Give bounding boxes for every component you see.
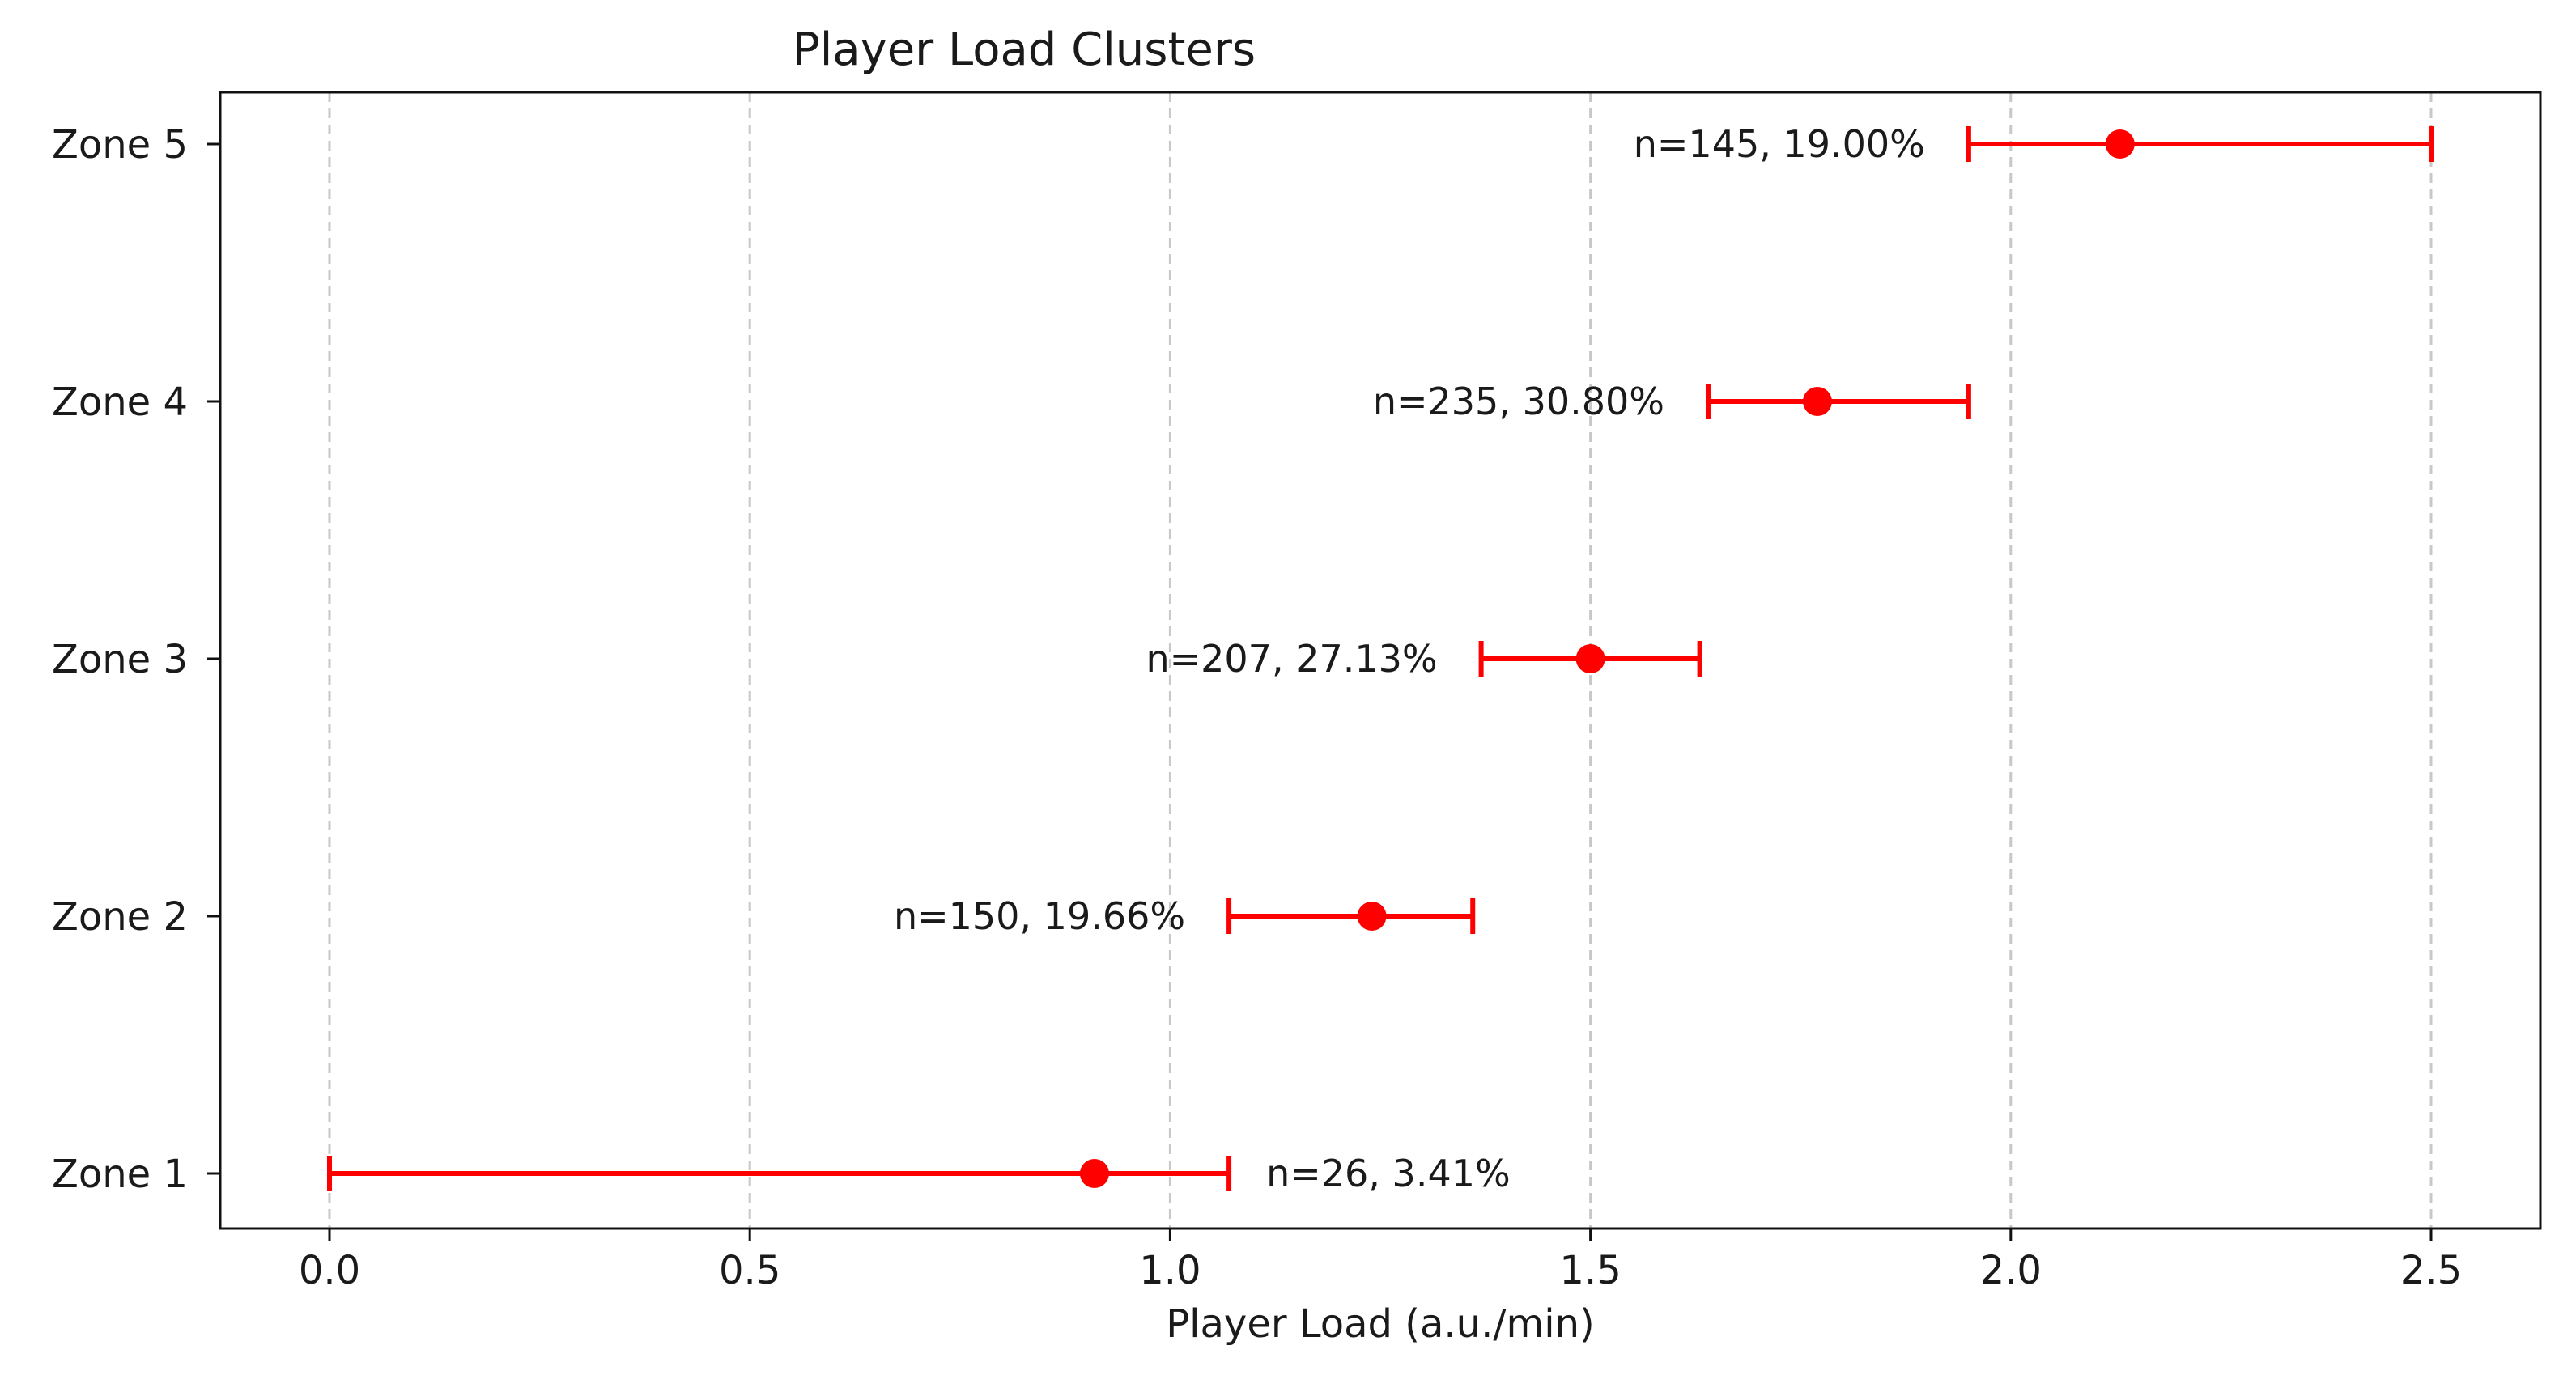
x-tick-label: 1.0 [1139, 1248, 1201, 1293]
y-tick-label: Zone 3 [52, 637, 188, 682]
data-point [1575, 644, 1605, 673]
plot-frame [219, 91, 2542, 1230]
data-point [1802, 387, 1832, 416]
x-axis-label: Player Load (a.u./min) [1166, 1301, 1595, 1347]
data-label: n=150, 19.66% [894, 894, 1185, 938]
x-tick-label: 1.5 [1559, 1248, 1621, 1293]
data-label: n=145, 19.00% [1634, 122, 1925, 166]
data-label: n=235, 30.80% [1373, 380, 1664, 423]
chart-text: Player Load Clusters Player Load (a.u./m… [793, 23, 1595, 1347]
axes: 0.0 0.5 1.0 1.5 2.0 2.5 Zone 1 Zone 2 Zone 3 Zone… [52, 91, 2542, 1293]
y-tick-label: Zone 5 [52, 122, 188, 168]
data-point [1357, 902, 1387, 931]
y-tick-label: Zone 4 [52, 380, 188, 425]
data-series: n=26, 3.41% n=150, 19.66% n=207, 27.13% n=2… [326, 122, 2434, 1195]
x-tick-label: 2.5 [2400, 1248, 2462, 1293]
y-tick-label: Zone 1 [52, 1152, 188, 1197]
y-tick-label: Zone 2 [52, 894, 188, 940]
data-label: n=26, 3.41% [1266, 1152, 1511, 1195]
data-label: n=207, 27.13% [1146, 637, 1437, 681]
chart-title: Player Load Clusters [793, 23, 1256, 76]
data-point [2105, 129, 2135, 159]
x-tick-label: 2.0 [1980, 1248, 2042, 1293]
x-tick-label: 0.0 [299, 1248, 360, 1293]
x-tick-label: 0.5 [719, 1248, 780, 1293]
data-point [1079, 1159, 1109, 1188]
